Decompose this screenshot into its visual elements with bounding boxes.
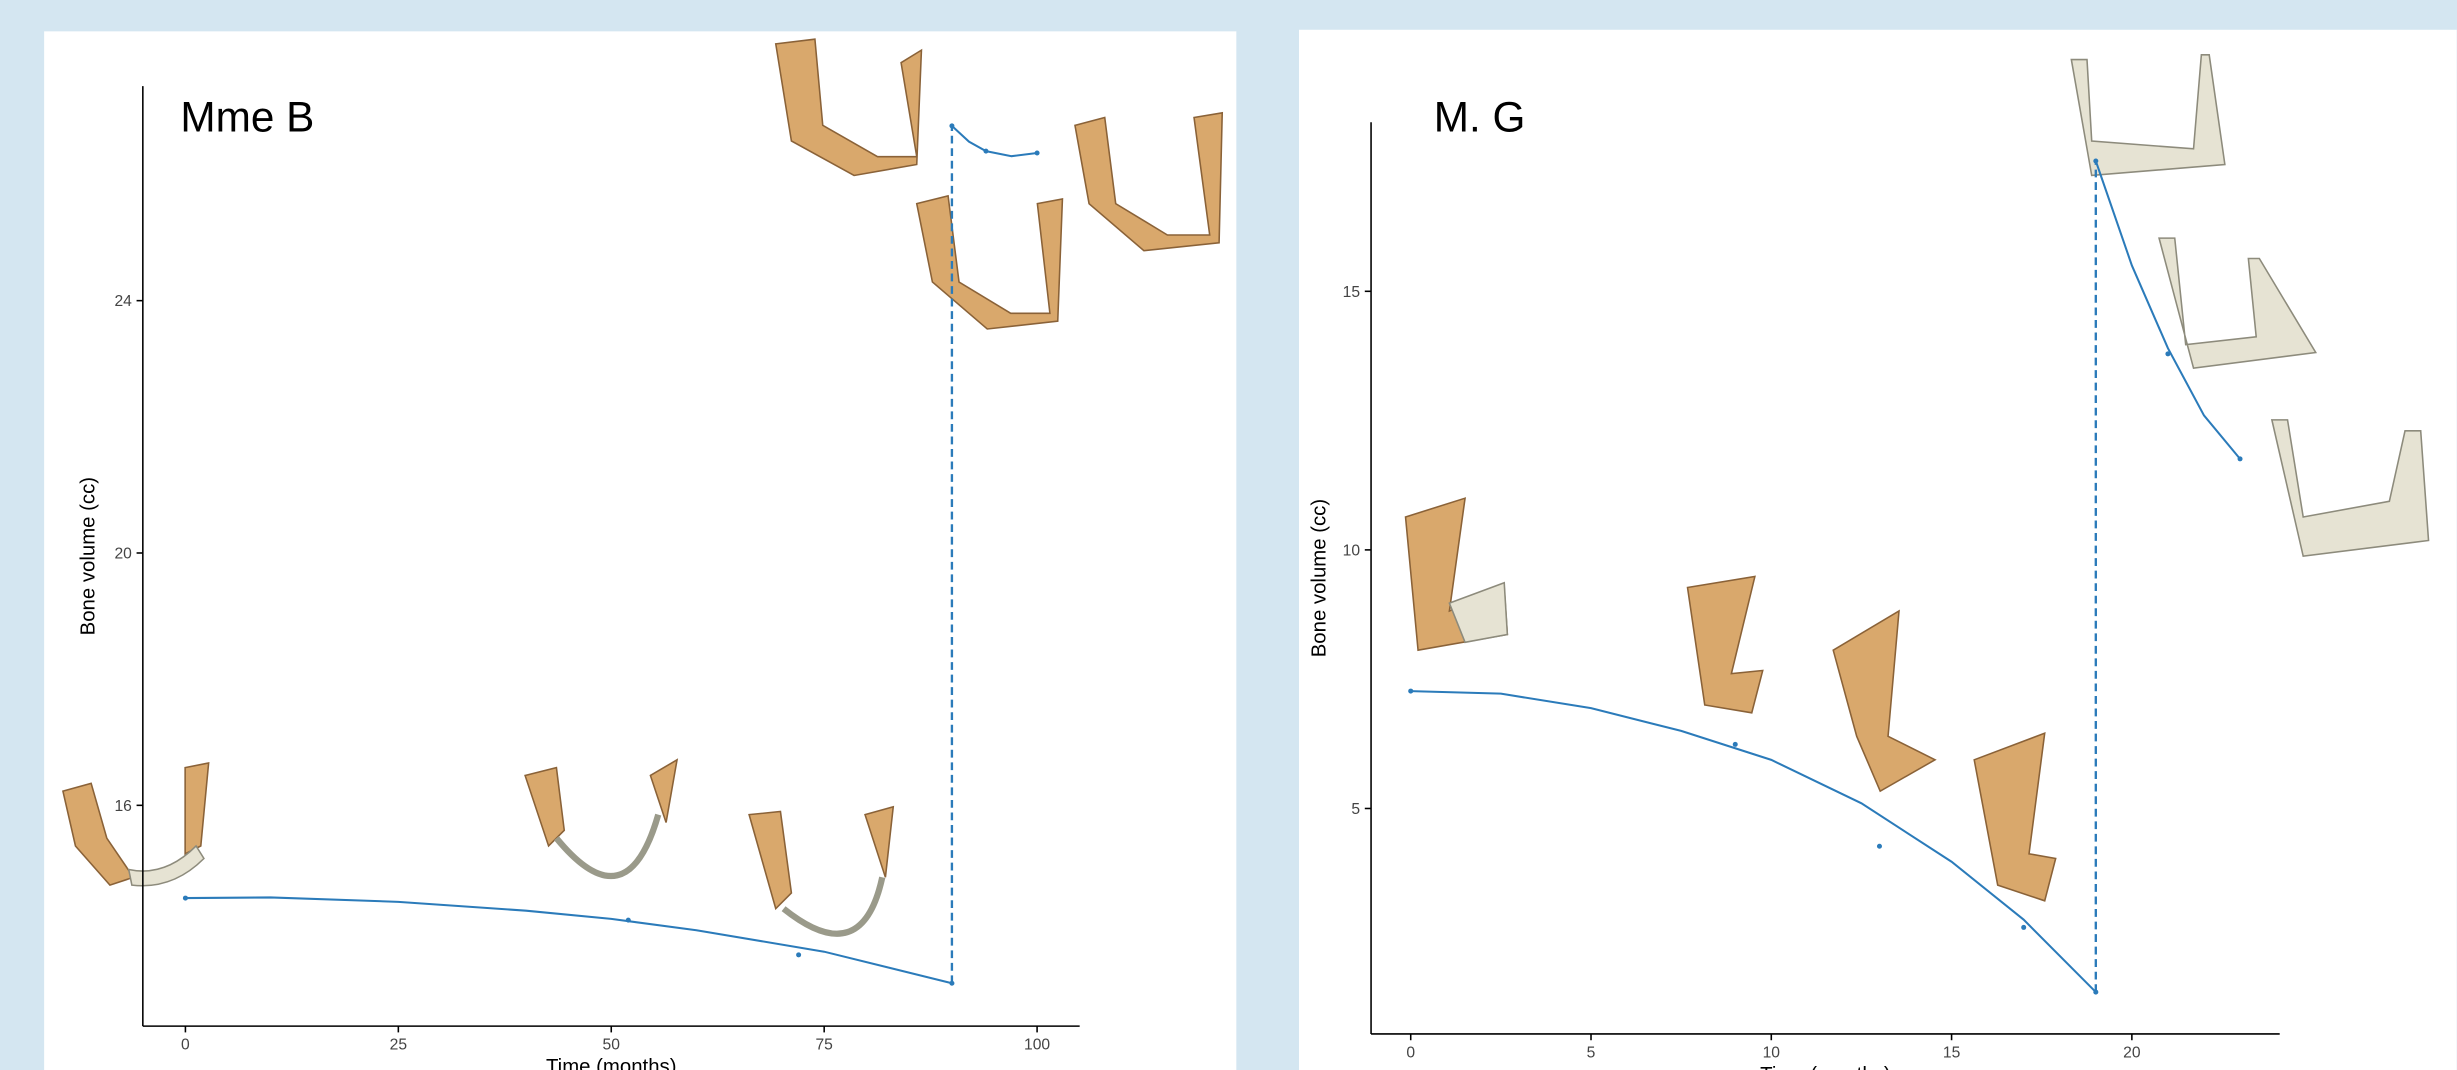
x-tick-label: 0 [1406,1044,1415,1061]
point [1035,151,1040,156]
page: {"chart_data": [ {"type": "scatter", "ti… [0,0,2457,1070]
x-tick-label: 25 [390,1037,408,1054]
x-tick-label: 20 [2123,1044,2141,1061]
y-axis-title: Bone volume (cc) [1309,499,1331,657]
x-tick-label: 100 [1024,1037,1050,1054]
panel [1299,30,2457,1070]
y-tick-label: 5 [1351,801,1360,818]
point [2021,925,2026,930]
point [1733,742,1738,747]
point [1408,689,1413,694]
point [949,981,954,986]
point [983,149,988,154]
x-tick-label: 5 [1587,1044,1596,1061]
figure: 0255075100162024Mme BTime (months)Bone v… [0,0,2457,1070]
y-tick-label: 15 [1343,284,1361,301]
point [949,123,954,128]
x-tick-label: 15 [1943,1044,1961,1061]
y-tick-label: 10 [1343,542,1361,559]
y-axis-title: Bone volume (cc) [77,477,99,635]
x-tick-label: 0 [181,1037,190,1054]
point [796,952,801,957]
point [2165,351,2170,356]
point [2093,158,2098,163]
point [183,896,188,901]
x-tick-label: 50 [603,1037,621,1054]
panel [44,31,1236,1070]
point [2238,456,2243,461]
x-tick-label: 10 [1763,1044,1781,1061]
y-tick-label: 16 [114,798,132,815]
point [626,918,631,923]
chart-title: Mme B [180,94,314,141]
x-axis-title: Time (months) [546,1056,676,1070]
y-tick-label: 20 [114,545,132,562]
point [1877,844,1882,849]
x-axis-title: Time (months) [1760,1064,1890,1070]
y-tick-label: 24 [114,293,132,310]
point [2093,990,2098,995]
chart-title: M. G [1434,94,1526,141]
x-tick-label: 75 [815,1037,833,1054]
